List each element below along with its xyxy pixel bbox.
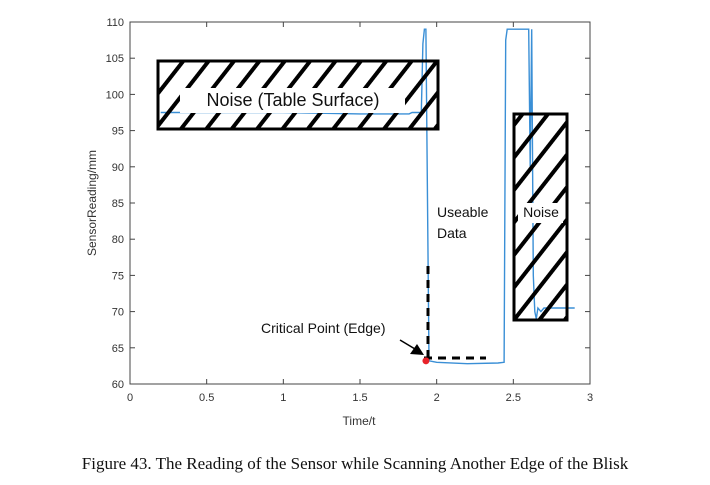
y-tick-label: 95 [112, 126, 124, 138]
useable-data-label-line1: Useable [437, 204, 489, 220]
y-tick-label: 105 [106, 53, 124, 65]
y-tick-label: 85 [112, 198, 124, 210]
critical-arrow-head [410, 344, 424, 355]
noise-table-box: Noise (Table Surface) [156, 59, 440, 131]
y-tick-label: 75 [112, 270, 124, 282]
x-tick-label: 0 [127, 392, 133, 404]
y-tick-label: 65 [112, 343, 124, 355]
figure-caption: Figure 43. The Reading of the Sensor whi… [81, 454, 629, 473]
x-axis-label: Time/t [343, 414, 377, 428]
x-tick-label: 1 [280, 392, 286, 404]
y-tick-label: 80 [112, 234, 124, 246]
y-tick-label: 100 [106, 89, 124, 101]
x-tick-label: 2 [434, 392, 440, 404]
y-tick-label: 90 [112, 162, 124, 174]
critical-point-marker [422, 357, 430, 365]
y-tick-label: 70 [112, 307, 124, 319]
x-tick-label: 0.5 [199, 392, 214, 404]
y-axis-label: SensorReading/mm [85, 150, 99, 256]
noise-right-label: Noise [523, 204, 559, 220]
noise-right-box: Noise [512, 112, 569, 322]
x-axis: 0 0.5 1 1.5 2 2.5 3 [127, 22, 593, 404]
critical-point-label: Critical Point (Edge) [261, 320, 386, 336]
y-axis: 60 65 70 75 80 85 90 95 100 105 110 [106, 17, 590, 391]
y-tick-label: 60 [112, 379, 124, 391]
noise-table-label: Noise (Table Surface) [206, 90, 379, 110]
y-tick-label: 110 [106, 17, 124, 29]
x-tick-label: 1.5 [352, 392, 367, 404]
x-tick-label: 3 [587, 392, 593, 404]
x-tick-label: 2.5 [506, 392, 521, 404]
useable-data-label-line2: Data [437, 225, 467, 241]
